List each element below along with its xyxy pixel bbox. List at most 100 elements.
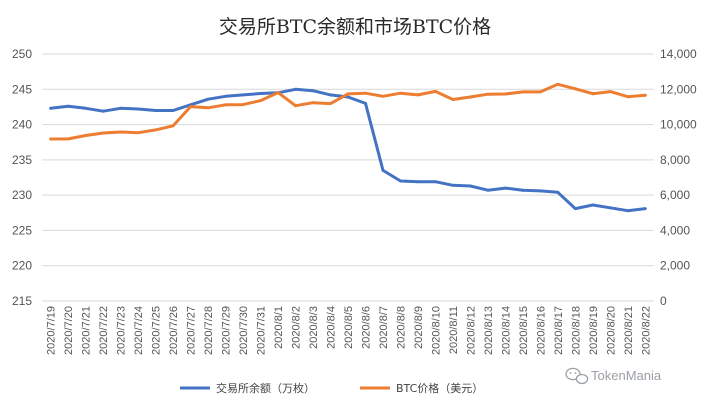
right-tick-label: 10,000 — [660, 118, 697, 132]
data-point — [573, 207, 577, 211]
series-lines — [49, 82, 647, 213]
x-tick-label: 2020/8/21 — [623, 306, 635, 355]
x-axis-ticks: 2020/7/19 2020/7/20 2020/7/21 2020/7/22 2020… — [46, 306, 653, 355]
data-point — [451, 183, 455, 187]
x-tick-label: 2020/8/1 — [273, 306, 285, 349]
data-point — [538, 90, 542, 94]
x-tick-label: 2020/7/27 — [186, 306, 198, 355]
data-point — [434, 90, 437, 93]
x-tick-label: 2020/7/29 — [221, 306, 233, 355]
grid-lines — [42, 53, 654, 302]
data-point — [329, 102, 332, 105]
data-point — [101, 131, 105, 135]
data-point — [49, 106, 53, 110]
x-tick-label: 2020/7/26 — [168, 306, 180, 355]
data-point — [608, 206, 612, 210]
data-point — [171, 109, 175, 112]
left-tick-label: 220 — [12, 259, 32, 273]
data-point — [416, 93, 420, 97]
x-tick-label: 2020/8/22 — [640, 306, 652, 355]
data-point — [224, 94, 228, 98]
data-point — [399, 179, 402, 183]
legend: 交易所余额（万枚） BTC价格（美元） — [180, 381, 483, 395]
right-axis-ticks: 0 2,000 4,000 6,000 8,000 10,000 12,000 14,000 — [660, 47, 697, 308]
left-axis-ticks: 215 220 225 230 235 240 245 250 — [12, 47, 32, 308]
x-tick-label: 2020/8/18 — [570, 306, 582, 355]
left-tick-label: 250 — [12, 47, 32, 61]
right-tick-label: 12,000 — [660, 82, 697, 96]
x-tick-label: 2020/8/16 — [535, 306, 547, 355]
data-point — [504, 186, 507, 190]
data-point — [556, 190, 560, 194]
x-tick-label: 2020/8/8 — [395, 306, 407, 349]
left-tick-label: 225 — [12, 223, 32, 237]
data-point — [294, 87, 297, 91]
data-point — [49, 137, 53, 141]
data-point — [486, 188, 490, 192]
data-point — [591, 203, 595, 207]
right-tick-label: 0 — [660, 294, 667, 308]
data-point — [364, 102, 367, 105]
x-tick-label: 2020/8/5 — [343, 306, 355, 349]
data-point — [154, 128, 158, 132]
data-point — [469, 184, 472, 188]
data-point — [311, 101, 315, 105]
data-point — [206, 97, 210, 101]
data-point — [259, 99, 262, 102]
data-point — [626, 209, 630, 213]
x-tick-label: 2020/7/28 — [203, 306, 215, 355]
x-tick-label: 2020/7/31 — [256, 306, 268, 355]
x-tick-label: 2020/8/11 — [448, 306, 460, 354]
data-point — [381, 169, 385, 172]
left-tick-label: 215 — [12, 294, 32, 308]
legend-label: 交易所余额（万枚） — [216, 381, 315, 395]
x-tick-label: 2020/7/25 — [151, 306, 163, 355]
data-point — [591, 92, 595, 96]
data-point — [573, 87, 577, 91]
watermark: TokenMania — [565, 367, 662, 385]
watermark-text: TokenMania — [591, 368, 662, 383]
series-line-0 — [49, 87, 647, 213]
x-tick-label: 2020/8/9 — [413, 306, 425, 349]
right-tick-label: 6,000 — [660, 188, 690, 202]
x-tick-label: 2020/8/19 — [588, 306, 600, 355]
legend-label: BTC价格（美元） — [396, 381, 483, 395]
data-point — [66, 137, 70, 141]
data-point — [486, 92, 490, 96]
x-tick-label: 2020/8/2 — [291, 306, 303, 349]
data-point — [626, 95, 630, 99]
left-tick-label: 235 — [12, 153, 32, 167]
data-point — [538, 189, 542, 193]
right-tick-label: 4,000 — [660, 223, 690, 237]
right-tick-label: 14,000 — [660, 47, 697, 61]
data-point — [101, 109, 105, 113]
x-tick-label: 2020/8/13 — [483, 306, 495, 355]
data-point — [643, 93, 647, 97]
data-point — [311, 89, 315, 93]
data-point — [451, 98, 455, 101]
data-point — [206, 106, 210, 110]
x-tick-label: 2020/8/17 — [553, 306, 565, 355]
data-point — [329, 93, 332, 97]
data-point — [469, 95, 472, 99]
data-point — [521, 188, 525, 192]
data-point — [259, 92, 262, 95]
data-point — [241, 103, 245, 106]
data-point — [364, 91, 367, 95]
data-point — [381, 94, 385, 98]
x-tick-label: 2020/7/21 — [81, 306, 93, 355]
data-point — [643, 207, 647, 211]
x-tick-label: 2020/7/19 — [46, 306, 58, 355]
data-point — [136, 107, 140, 111]
x-tick-label: 2020/8/6 — [360, 306, 372, 349]
wechat-icon — [565, 367, 589, 385]
left-tick-label: 240 — [12, 118, 32, 132]
chart-title: 交易所BTC余额和市场BTC价格 — [219, 16, 491, 38]
data-point — [84, 106, 88, 110]
data-point — [154, 109, 158, 112]
x-tick-label: 2020/8/15 — [518, 306, 530, 355]
x-tick-label: 2020/7/30 — [238, 306, 250, 355]
data-point — [241, 93, 245, 97]
